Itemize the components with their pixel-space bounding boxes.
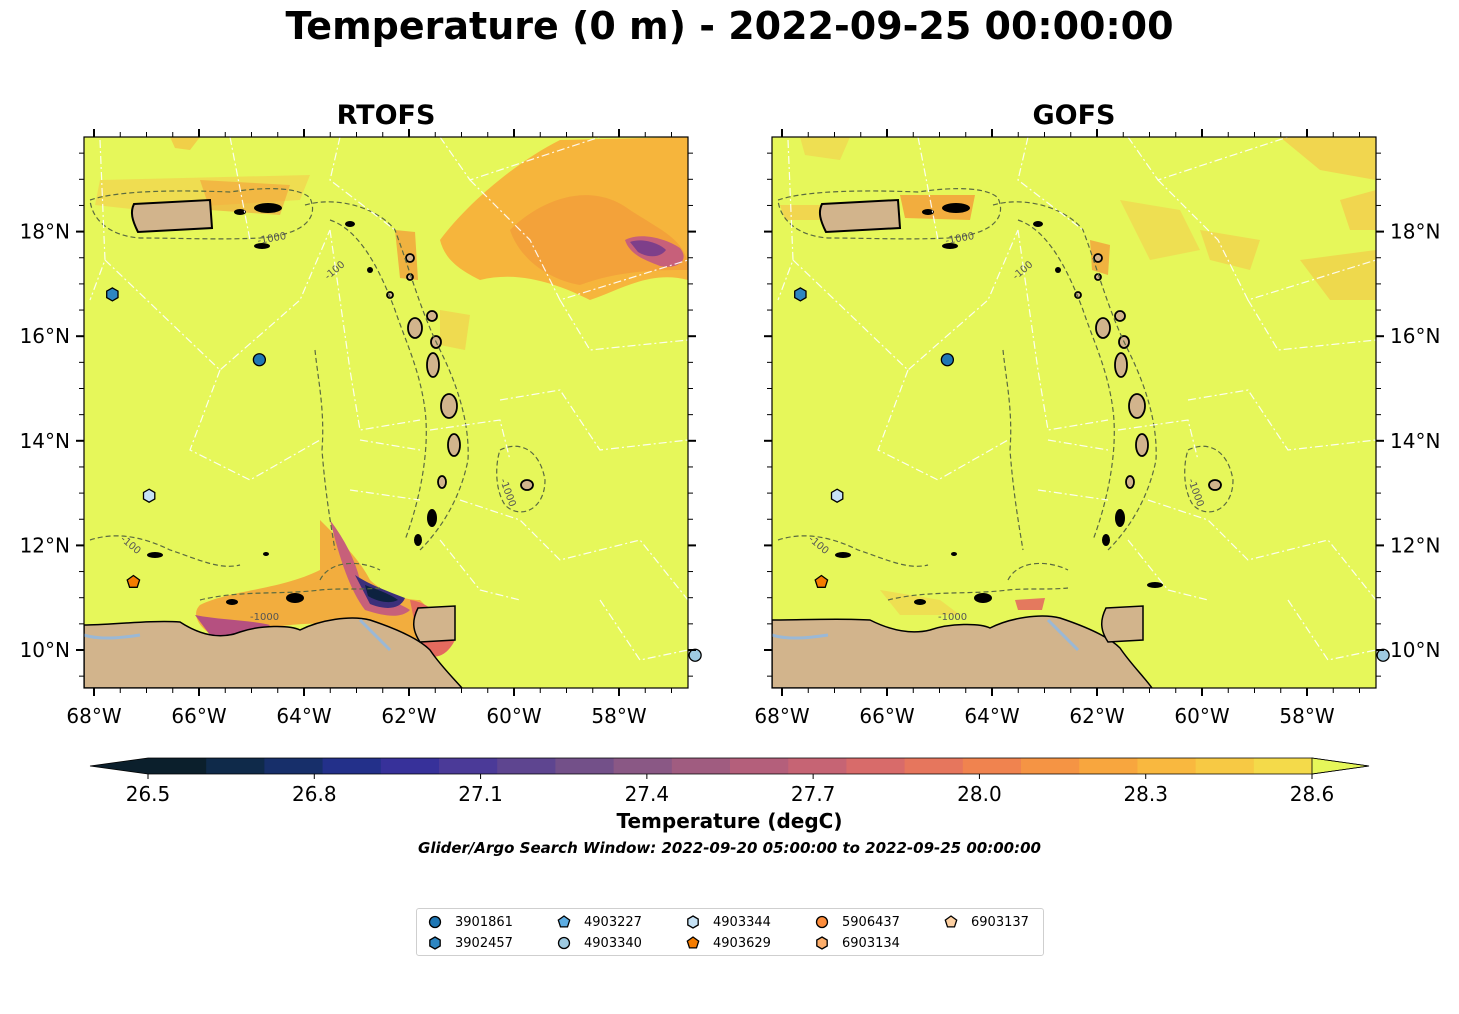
colorbar-extend-low	[90, 758, 148, 774]
search-window-caption: Glider/Argo Search Window: 2022-09-20 05…	[418, 839, 1041, 857]
legend-marker-hexagon-icon	[429, 936, 441, 950]
lon-tick-label: 60°W	[1174, 704, 1229, 728]
float-marker-4903344	[830, 488, 844, 503]
legend-label: 3902457	[455, 935, 513, 951]
eez-boundaries	[89, 137, 688, 661]
land-puerto-rico	[818, 198, 902, 234]
colorbar-tick-label: 27.1	[458, 782, 503, 806]
eez-boundaries	[777, 137, 1376, 661]
float-marker-3902457	[106, 287, 119, 302]
colorbar-tick-label: 28.3	[1123, 782, 1168, 806]
lon-tick-label: 60°W	[486, 704, 541, 728]
lat-tick-label: 10°N	[20, 638, 70, 662]
float-marker-3901861	[252, 353, 267, 367]
legend-label: 3901861	[455, 914, 513, 930]
legend-item-4903227: 4903227	[556, 912, 642, 932]
lon-tick-label: 58°W	[591, 704, 646, 728]
legend-label: 4903344	[713, 914, 771, 930]
lat-tick-label: 14°N	[1390, 429, 1440, 453]
map-frame	[83, 136, 689, 689]
map-gofs: -1000 -100 -100 -1000 -1000 68°W 66°W 64°W…	[754, 129, 1440, 728]
lat-tick-label: 12°N	[20, 533, 70, 557]
legend-marker-circle-icon	[428, 915, 442, 929]
lat-tick-label: 10°N	[1390, 638, 1440, 662]
lon-tick-label: 58°W	[1279, 704, 1334, 728]
lon-tick-label: 66°W	[171, 704, 226, 728]
legend-item-6903137: 6903137	[943, 912, 1029, 932]
map-frame	[771, 136, 1377, 689]
lesser-antilles	[1074, 253, 1222, 491]
colorbar-tick-label: 27.4	[624, 782, 670, 806]
colorbar-tick-label: 27.7	[790, 782, 836, 806]
legend-item-3902457: 3902457	[427, 933, 513, 953]
legend-marker-hexagon-icon	[816, 936, 828, 950]
axis-ticks-gofs: 68°W 66°W 64°W 62°W 60°W 58°W 10°N 12°N 14°N 16°N…	[754, 129, 1440, 728]
legend-item-4903340: 4903340	[556, 933, 642, 953]
legend-marker-circle-icon	[557, 936, 571, 950]
lesser-antilles	[386, 253, 534, 491]
colorbar-tick-label: 28.0	[957, 782, 1002, 806]
legend-marker-pentagon-icon	[557, 915, 571, 928]
lat-tick-label: 14°N	[20, 429, 70, 453]
lat-tick-label: 16°N	[20, 324, 70, 348]
lat-tick-label: 18°N	[1390, 220, 1440, 244]
legend-item-3901861: 3901861	[427, 912, 513, 932]
lat-tick-label: 12°N	[1390, 533, 1440, 557]
contour-label: -1000	[257, 231, 288, 247]
panel-title-gofs: GOFS	[1032, 100, 1116, 131]
float-marker-4903629	[814, 574, 829, 588]
bathymetry-contours	[777, 188, 1234, 601]
float-legend: 3901861 3902457 4903227 4903340 4903344 49036…	[416, 908, 1044, 956]
lon-tick-label: 64°W	[964, 704, 1019, 728]
legend-item-4903344: 4903344	[685, 912, 771, 932]
lon-tick-label: 66°W	[859, 704, 914, 728]
legend-marker-pentagon-icon	[686, 936, 700, 949]
legend-label: 4903629	[713, 935, 771, 951]
lon-tick-label: 62°W	[1069, 704, 1124, 728]
contour-label: -1000	[945, 231, 976, 247]
map-rtofs: -1000 -100 -100 -1000 -1000 68°W 66°W 64°W…	[20, 129, 702, 728]
axis-ticks-rtofs: 68°W 66°W 64°W 62°W 60°W 58°W 10°N 12°N 14°N 16°N…	[20, 129, 696, 728]
float-marker-4903340	[688, 648, 702, 662]
float-marker-3901861	[940, 353, 955, 367]
legend-marker-hexagon-icon	[687, 915, 699, 929]
legend-label: 4903227	[584, 914, 642, 930]
float-marker-3902457	[794, 287, 807, 302]
colorbar-tick-label: 28.6	[1289, 782, 1335, 806]
land-south-america	[772, 615, 1153, 688]
float-markers-rtofs	[106, 287, 702, 662]
float-marker-4903340	[1376, 648, 1390, 662]
figure-title: Temperature (0 m) - 2022-09-25 00:00:00	[285, 4, 1174, 48]
legend-item-5906437: 5906437	[814, 912, 900, 932]
float-marker-4903629	[126, 574, 141, 588]
float-marker-4903344	[142, 488, 156, 503]
colorbar-tick-label: 26.5	[125, 782, 171, 806]
colorbar-extend-high	[1311, 757, 1370, 775]
lon-tick-label: 68°W	[754, 704, 809, 728]
contour-label: -1000	[250, 612, 279, 623]
legend-item-4903629: 4903629	[685, 933, 771, 953]
legend-item-6903134: 6903134	[814, 933, 900, 953]
lat-tick-label: 16°N	[1390, 324, 1440, 348]
contour-label: -1000	[938, 612, 967, 623]
legend-marker-circle-icon	[815, 915, 829, 929]
lon-tick-label: 64°W	[276, 704, 331, 728]
legend-label: 4903340	[584, 935, 642, 951]
legend-label: 5906437	[842, 914, 900, 930]
colorbar-label: Temperature (degC)	[616, 809, 843, 833]
colorbar	[89, 757, 1370, 779]
colorbar-tick-label: 26.8	[292, 782, 337, 806]
legend-label: 6903134	[842, 935, 900, 951]
legend-marker-pentagon-icon	[944, 915, 958, 928]
lat-tick-label: 18°N	[20, 220, 70, 244]
land-south-america	[84, 617, 463, 688]
bathymetry-contours	[89, 188, 546, 601]
land-puerto-rico	[130, 198, 214, 234]
lon-tick-label: 68°W	[66, 704, 121, 728]
legend-label: 6903137	[971, 914, 1029, 930]
float-markers-gofs	[794, 287, 1390, 662]
lon-tick-label: 62°W	[381, 704, 436, 728]
panel-title-rtofs: RTOFS	[336, 100, 436, 131]
